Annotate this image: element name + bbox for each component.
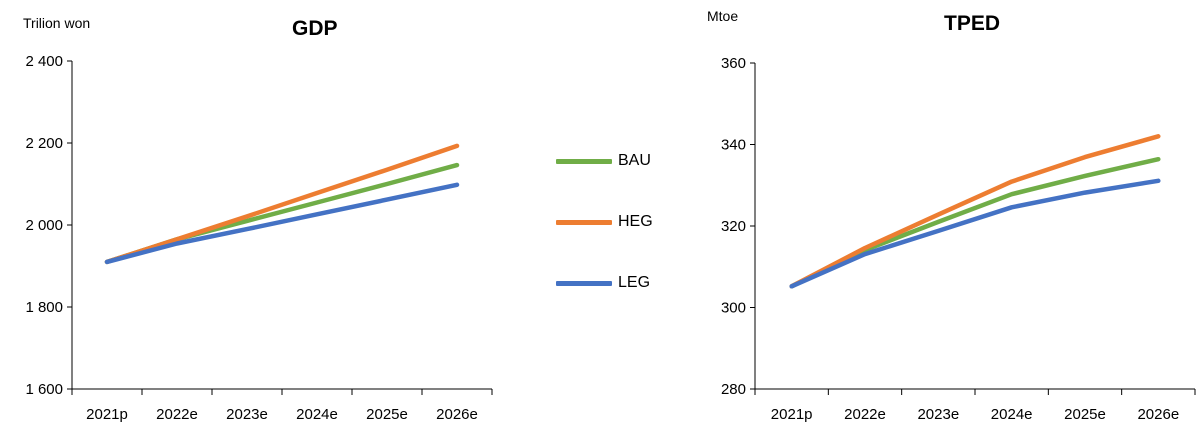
gdp-x-tick-label: 2022e <box>156 406 198 423</box>
legend-swatch-bau <box>556 158 612 164</box>
legend-swatch-heg <box>556 219 612 225</box>
tped-x-tick-label: 2025e <box>1064 406 1106 423</box>
tped-y-tick-label: 280 <box>721 381 746 398</box>
legend-item-heg: HEG <box>556 213 653 231</box>
legend-item-leg: LEG <box>556 274 650 292</box>
gdp-x-tick-label: 2021p <box>86 406 128 423</box>
gdp-y-tick-label: 2 200 <box>25 135 63 152</box>
gdp-y-tick-label: 1 800 <box>25 299 63 316</box>
tped-y-tick-label: 320 <box>721 218 746 235</box>
legend-label-bau: BAU <box>618 152 651 169</box>
tped-series-leg <box>789 178 1161 289</box>
gdp-series-leg <box>104 182 460 265</box>
gdp-y-tick-label: 1 600 <box>25 381 63 398</box>
tped-x-tick-label: 2026e <box>1137 406 1179 423</box>
tped-x-tick-label: 2021p <box>771 406 813 423</box>
legend-swatch-leg <box>556 280 612 286</box>
tped-chart-title: TPED <box>944 12 1001 35</box>
tped-x-tick-label: 2024e <box>991 406 1033 423</box>
tped-series-heg <box>789 134 1161 289</box>
tped-y-tick-label: 300 <box>721 300 746 317</box>
legend-item-bau: BAU <box>556 152 651 170</box>
tped-x-tick-label: 2022e <box>844 406 886 423</box>
gdp-unit-label: Trilion won <box>23 15 91 31</box>
tped-unit-label: Mtoe <box>707 8 739 24</box>
gdp-y-tick-label: 2 400 <box>25 53 63 70</box>
legend-label-leg: LEG <box>618 274 651 291</box>
gdp-x-tick-label: 2023e <box>226 406 268 423</box>
tped-x-tick-label: 2023e <box>917 406 959 423</box>
gdp-series-heg <box>104 143 460 265</box>
gdp-chart-title: GDP <box>292 17 338 40</box>
legend-label-heg: HEG <box>618 213 653 230</box>
tped-y-tick-label: 340 <box>721 137 746 154</box>
gdp-x-tick-label: 2024e <box>296 406 338 423</box>
gdp-x-tick-label: 2026e <box>436 406 478 423</box>
tped-y-tick-label: 360 <box>721 55 746 72</box>
gdp-x-tick-label: 2025e <box>366 406 408 423</box>
tped-series-bau <box>789 156 1161 289</box>
gdp-y-tick-label: 2 000 <box>25 217 63 234</box>
